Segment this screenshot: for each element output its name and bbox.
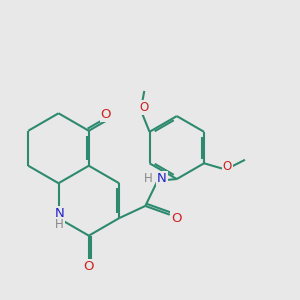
Text: O: O — [84, 260, 94, 273]
Text: H: H — [143, 172, 152, 185]
Text: H: H — [55, 218, 64, 231]
Text: O: O — [139, 101, 148, 114]
Text: O: O — [172, 212, 182, 225]
Text: O: O — [100, 108, 111, 121]
Text: O: O — [223, 160, 232, 173]
Text: N: N — [54, 208, 64, 220]
Text: N: N — [157, 172, 166, 185]
